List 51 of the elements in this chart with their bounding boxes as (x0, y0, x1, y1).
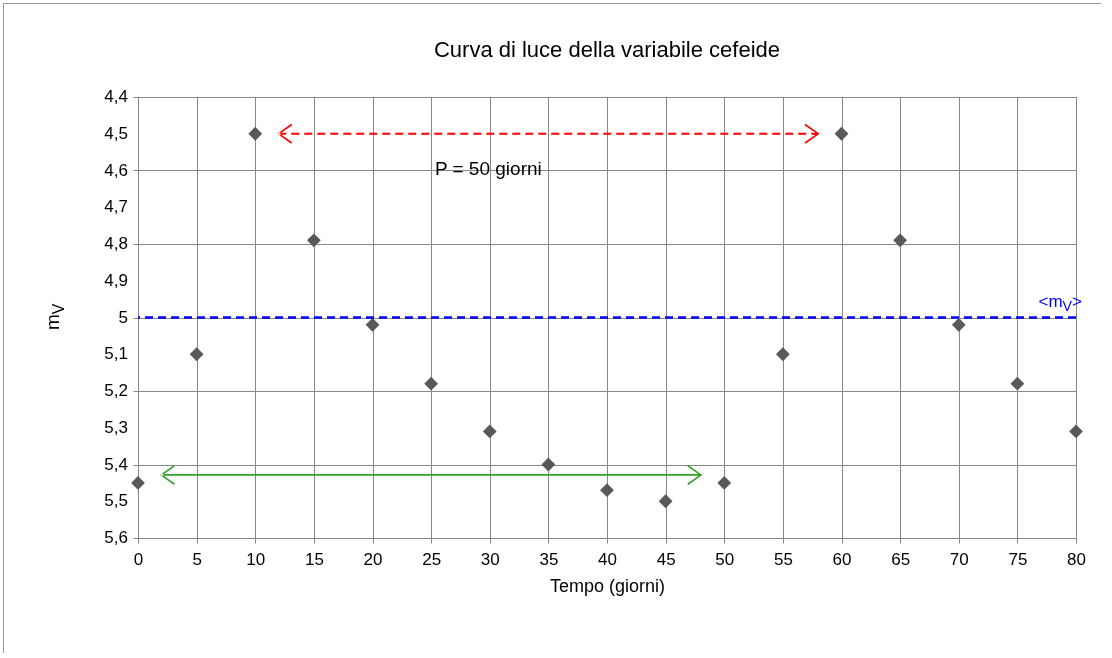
ref-line-label: <m$_{V}$> (1038, 291, 1082, 314)
x-tick-label: 10 (246, 549, 266, 569)
x-tick-label: 35 (539, 549, 559, 569)
x-tick-label: 80 (1067, 549, 1086, 569)
y-tick-label: 5,1 (104, 344, 128, 364)
chart-title: Curva di luce della variabile cefeide (433, 37, 781, 62)
annotation: P = 50 giorni (434, 157, 542, 180)
point (189, 347, 204, 362)
point (951, 317, 966, 332)
y-tick-label: 4,6 (104, 160, 128, 180)
x-tick-label: 75 (1008, 549, 1028, 569)
point (658, 494, 673, 509)
point (541, 457, 556, 472)
y-tick-label: 4,4 (104, 87, 128, 106)
point (600, 483, 614, 498)
point (1069, 424, 1083, 439)
y-tick-label: 5,5 (104, 491, 128, 511)
y-tick-label: 5,2 (104, 381, 128, 400)
x-tick-label: 60 (832, 549, 852, 569)
point (424, 376, 439, 391)
x-tick-label: 40 (598, 549, 617, 569)
x-tick-label: 0 (133, 549, 144, 569)
point (248, 126, 263, 141)
y-tick-label: 5 (118, 307, 128, 327)
point (834, 126, 849, 141)
point (365, 317, 380, 332)
y-tick-label: 5,6 (104, 528, 128, 547)
point (131, 475, 145, 490)
y-tick-label: 4,9 (104, 270, 128, 290)
y-tick-label: 4,7 (104, 197, 128, 217)
x-tick-label: 20 (363, 549, 383, 569)
point (482, 424, 497, 439)
point (306, 233, 321, 248)
x-tick-label: 55 (773, 549, 793, 569)
y-tick-label: 5,3 (104, 417, 128, 437)
y-tick-label: 4,8 (104, 234, 128, 253)
x-tick-label: 25 (422, 549, 442, 569)
y-tick-label: 5,4 (104, 454, 128, 474)
x-tick-label: 70 (949, 549, 969, 569)
point (775, 347, 790, 362)
point (1010, 376, 1025, 391)
x-tick-label: 45 (656, 549, 676, 569)
x-tick-label: 65 (891, 549, 911, 569)
x-tick-label: 50 (715, 549, 735, 569)
point (893, 233, 908, 248)
x-tick-label: 15 (304, 549, 324, 569)
y-tick-label: 4,5 (104, 123, 128, 143)
x-tick-label: 5 (192, 549, 202, 569)
x-axis-title: Tempo (giorni) (549, 575, 666, 596)
x-tick-label: 30 (480, 549, 500, 569)
point (717, 475, 732, 490)
